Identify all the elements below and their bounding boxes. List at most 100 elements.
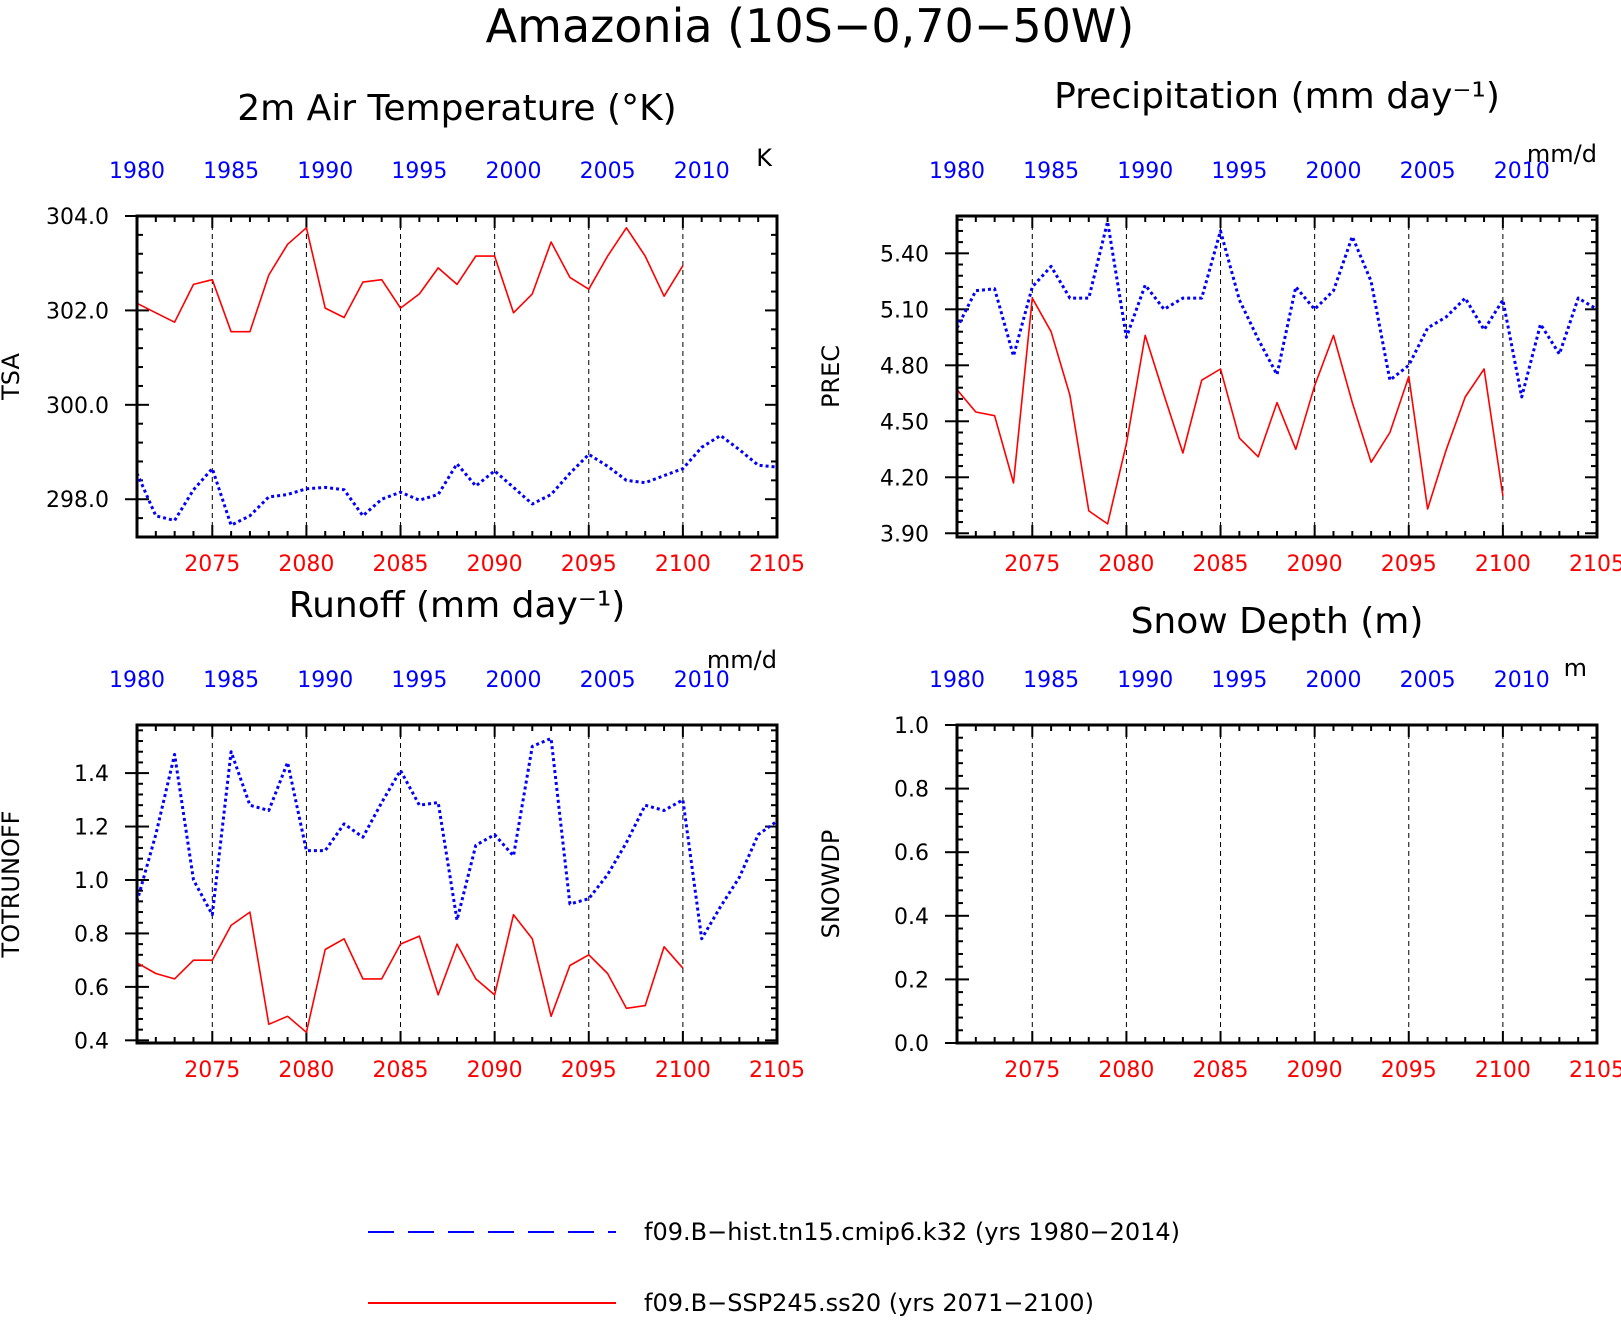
x-tick-label-bottom: 2080 (1098, 552, 1154, 577)
y-tick-label: 3.90 (880, 522, 929, 547)
x-tick-label-bottom: 2105 (1569, 1058, 1621, 1083)
legend: f09.B−hist.tn15.cmip6.k32 (yrs 1980−2014… (368, 1218, 1180, 1317)
x-tick-label-bottom: 2105 (749, 1058, 805, 1083)
x-tick-label-bottom: 2085 (1193, 552, 1249, 577)
y-tick-label: 5.40 (880, 242, 929, 267)
y-tick-label: 304.0 (46, 205, 109, 230)
x-tick-label-top: 2010 (1494, 668, 1550, 693)
x-tick-label-bottom: 2075 (184, 1058, 240, 1083)
x-tick-label-bottom: 2095 (1381, 552, 1437, 577)
x-tick-label-top: 1980 (929, 668, 985, 693)
x-tick-label-bottom: 2090 (467, 552, 523, 577)
ssp-series-line (136, 227, 684, 333)
ssp-series-line (136, 911, 684, 1034)
chart-panel-2: Precipitation (mm day⁻¹) mm/d PREC 3.90 4.20… (817, 76, 1621, 577)
hist-series-line (955, 220, 1598, 399)
x-tick-label-top: 2010 (1494, 159, 1550, 184)
x-tick-label-bottom: 2080 (278, 552, 334, 577)
x-tick-label-top: 1995 (1211, 159, 1267, 184)
x-tick-label-top: 1980 (929, 159, 985, 184)
x-tick-label-top: 1985 (1023, 159, 1079, 184)
legend-ssp-label: f09.B−SSP245.ss20 (yrs 2071−2100) (644, 1289, 1094, 1317)
x-tick-label-top: 2000 (485, 668, 541, 693)
y-tick-label: 5.10 (880, 298, 929, 323)
chart-panel-1: 2m Air Temperature (°K) K TSA 298.0 300.0 302… (0, 88, 805, 577)
x-tick-label-bottom: 2105 (749, 552, 805, 577)
x-tick-label-top: 2010 (674, 668, 730, 693)
y-tick-label: 0.0 (894, 1032, 929, 1057)
x-tick-label-top: 2000 (1305, 668, 1361, 693)
y-tick-label: 4.80 (880, 354, 929, 379)
x-tick-label-bottom: 2090 (467, 1058, 523, 1083)
y-tick-label: 302.0 (46, 299, 109, 324)
x-tick-label-top: 1985 (1023, 668, 1079, 693)
x-tick-label-bottom: 2100 (655, 1058, 711, 1083)
chart-title: 2m Air Temperature (°K) (237, 88, 676, 129)
figure-title: Amazonia (10S−0,70−50W) (486, 0, 1135, 53)
x-tick-label-top: 2005 (1400, 159, 1456, 184)
y-tick-label: 1.0 (894, 714, 929, 739)
chart-title: Precipitation (mm day⁻¹) (1054, 76, 1500, 117)
x-tick-label-top: 1980 (109, 668, 165, 693)
hist-series-line (135, 434, 778, 527)
x-tick-label-top: 1985 (203, 159, 259, 184)
y-axis-label: SNOWDP (817, 830, 845, 939)
legend-hist-label: f09.B−hist.tn15.cmip6.k32 (yrs 1980−2014… (644, 1218, 1180, 1246)
ssp-series-line (956, 297, 1504, 525)
x-tick-label-top: 1990 (1117, 159, 1173, 184)
x-tick-label-top: 2005 (1400, 668, 1456, 693)
x-tick-label-bottom: 2075 (184, 552, 240, 577)
x-tick-label-top: 1990 (297, 159, 353, 184)
x-tick-label-bottom: 2105 (1569, 552, 1621, 577)
plot-frame (135, 723, 779, 1045)
chart-title: Runoff (mm day⁻¹) (289, 585, 626, 626)
y-axis-label: TOTRUNOFF (0, 811, 25, 959)
y-tick-label: 0.4 (894, 905, 929, 930)
units-label: mm/d (1527, 140, 1597, 168)
x-tick-label-top: 1995 (391, 159, 447, 184)
x-tick-label-top: 1990 (1117, 668, 1173, 693)
x-tick-label-top: 1990 (297, 668, 353, 693)
units-label: mm/d (707, 646, 777, 674)
x-tick-label-bottom: 2080 (1098, 1058, 1154, 1083)
x-tick-label-top: 2000 (485, 159, 541, 184)
y-tick-label: 1.4 (74, 762, 109, 787)
y-tick-label: 4.50 (880, 410, 929, 435)
x-tick-label-bottom: 2080 (278, 1058, 334, 1083)
y-tick-label: 1.2 (74, 816, 109, 841)
y-axis-label: PREC (817, 345, 845, 408)
x-tick-label-bottom: 2075 (1004, 1058, 1060, 1083)
x-tick-label-bottom: 2075 (1004, 552, 1060, 577)
x-tick-label-top: 2005 (580, 668, 636, 693)
x-tick-label-bottom: 2085 (1193, 1058, 1249, 1083)
y-axis-label: TSA (0, 353, 25, 401)
y-tick-label: 1.0 (74, 869, 109, 894)
y-tick-label: 300.0 (46, 394, 109, 419)
y-tick-label: 298.0 (46, 488, 109, 513)
units-label: m (1564, 654, 1587, 682)
y-tick-label: 0.6 (74, 976, 109, 1001)
y-tick-label: 0.8 (74, 922, 109, 947)
chart-panel-3: Runoff (mm day⁻¹) mm/d TOTRUNOFF 0.4 0.6 0.8 1… (0, 585, 805, 1083)
chart-panel-4: Snow Depth (m) m SNOWDP 0.0 0.2 0.4 0.6 0.8 1.0 2… (817, 601, 1621, 1083)
y-tick-label: 4.20 (880, 466, 929, 491)
x-tick-label-top: 2010 (674, 159, 730, 184)
x-tick-label-top: 1980 (109, 159, 165, 184)
plot-frame (135, 214, 779, 539)
x-tick-label-bottom: 2090 (1287, 1058, 1343, 1083)
units-label: K (756, 144, 773, 172)
x-tick-label-top: 2000 (1305, 159, 1361, 184)
chart-title: Snow Depth (m) (1131, 601, 1424, 642)
x-tick-label-top: 1985 (203, 668, 259, 693)
hist-series-line (135, 736, 778, 941)
x-tick-label-top: 1995 (1211, 668, 1267, 693)
y-tick-label: 0.6 (894, 841, 929, 866)
x-tick-label-bottom: 2085 (373, 552, 429, 577)
x-tick-label-bottom: 2095 (561, 552, 617, 577)
plot-frame (955, 214, 1599, 539)
x-tick-label-bottom: 2090 (1287, 552, 1343, 577)
x-tick-label-bottom: 2095 (1381, 1058, 1437, 1083)
x-tick-label-top: 1995 (391, 668, 447, 693)
x-tick-label-bottom: 2095 (561, 1058, 617, 1083)
